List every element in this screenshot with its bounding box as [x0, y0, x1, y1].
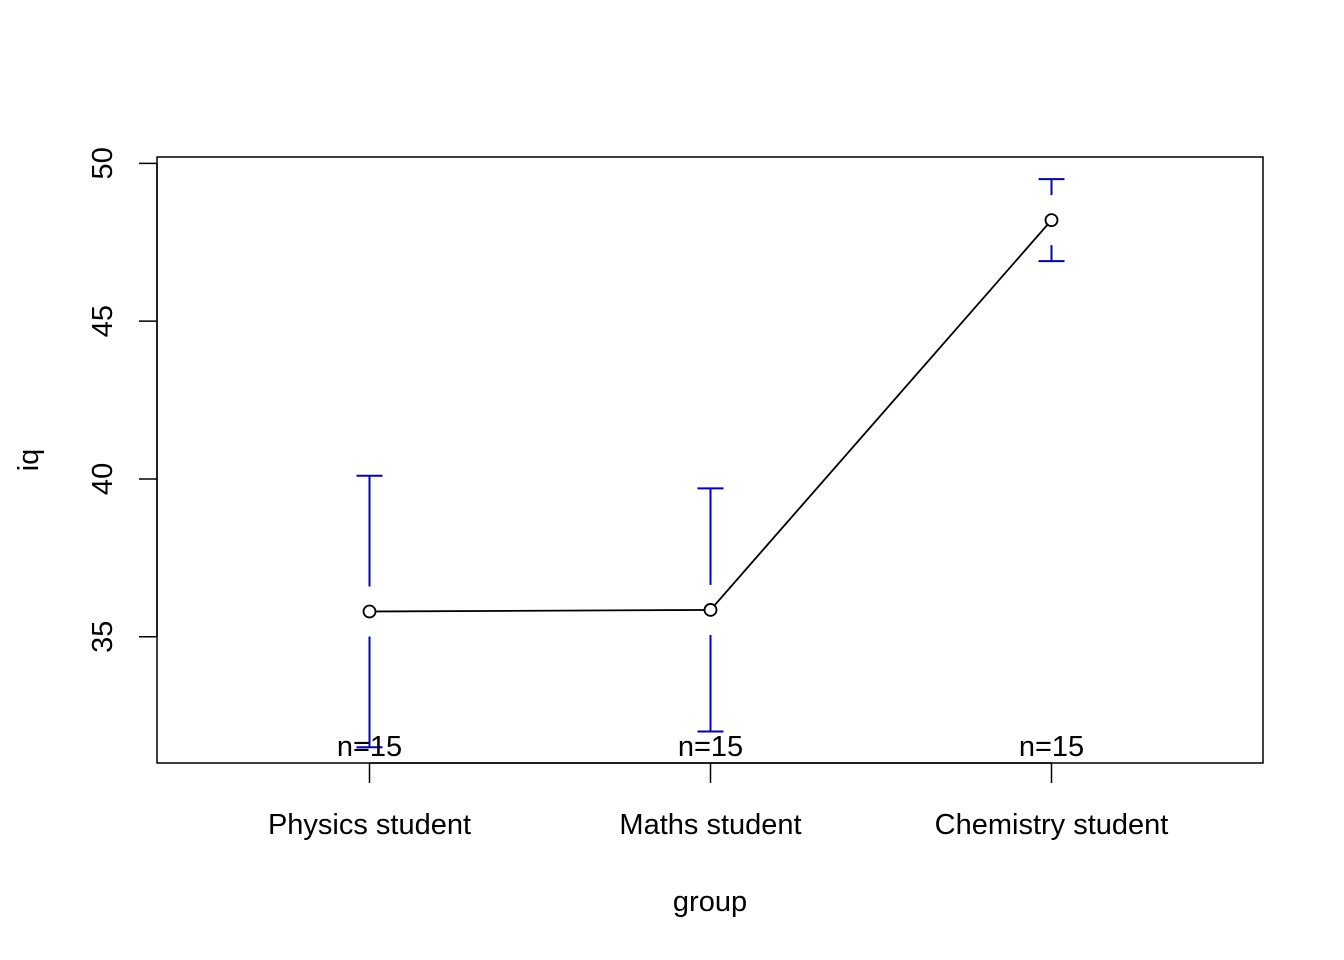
x-axis-label: group	[673, 886, 747, 918]
x-tick-label: Physics student	[268, 809, 471, 841]
x-tick-label: Chemistry student	[935, 809, 1169, 841]
y-tick-label: 35	[87, 621, 119, 653]
data-point	[1044, 213, 1059, 228]
x-axis: Physics student Maths student Chemistry st…	[268, 762, 1169, 841]
data-points	[362, 213, 1059, 619]
count-label: n=15	[337, 731, 402, 763]
data-point	[703, 603, 718, 617]
y-axis: 35 40 45 50	[87, 147, 158, 653]
y-axis-label: iq	[13, 449, 45, 472]
y-tick-label: 50	[87, 147, 119, 179]
y-tick-label: 40	[87, 463, 119, 495]
data-point	[362, 604, 377, 619]
x-tick-label: Maths student	[619, 809, 801, 841]
count-label: n=15	[1019, 731, 1084, 763]
error-bars	[356, 178, 1065, 749]
count-labels: n=15 n=15 n=15	[337, 731, 1084, 763]
y-tick-label: 45	[87, 305, 119, 337]
count-label: n=15	[678, 731, 743, 763]
